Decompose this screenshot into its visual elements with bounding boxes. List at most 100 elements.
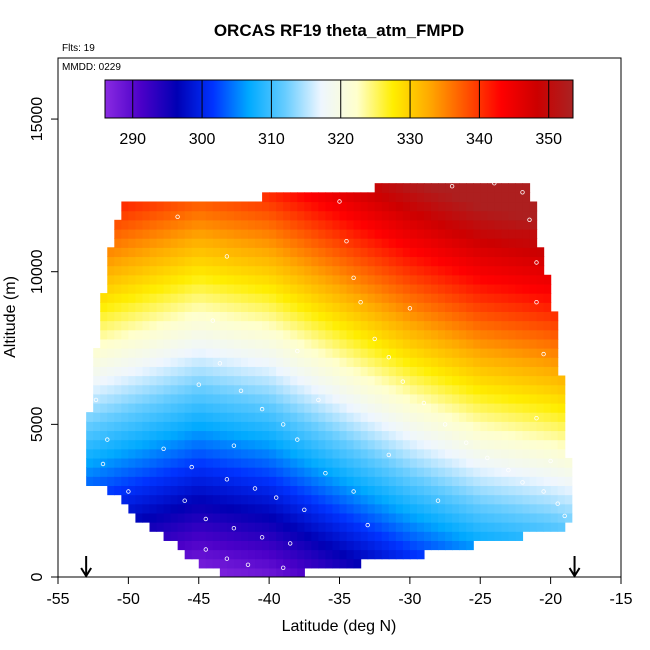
heatmap-cell: [177, 402, 186, 413]
heatmap-cell: [445, 293, 453, 303]
heatmap-cell: [248, 558, 256, 569]
x-tick-label: -20: [539, 591, 562, 608]
heatmap-cell: [255, 302, 263, 312]
heatmap-cell: [255, 531, 263, 541]
heatmap-cell: [332, 210, 341, 221]
heatmap-cell: [290, 558, 298, 569]
heatmap-cell: [487, 311, 495, 322]
heatmap-cell: [107, 457, 115, 468]
heatmap-cell: [262, 247, 270, 258]
heatmap-cell: [205, 485, 214, 496]
flight-marker: [140, 196, 145, 201]
heatmap-cell: [248, 311, 256, 322]
heatmap-cell: [402, 375, 411, 386]
heatmap-cell: [388, 531, 397, 541]
heatmap-cell: [318, 549, 327, 560]
heatmap-cell: [452, 457, 460, 468]
heatmap-cell: [423, 210, 432, 221]
heatmap-cell: [536, 393, 545, 404]
heatmap-cell: [233, 512, 242, 523]
heatmap-cell: [430, 338, 439, 349]
heatmap-cell: [487, 348, 495, 358]
heatmap-cell: [198, 467, 207, 477]
heatmap-cell: [529, 274, 538, 285]
heatmap-cell: [515, 503, 524, 514]
heatmap-cell: [142, 412, 151, 422]
heatmap-cell: [430, 467, 439, 477]
heatmap-cell: [536, 357, 545, 367]
heatmap-cell: [107, 448, 115, 459]
heatmap-cell: [86, 476, 94, 487]
heatmap-cell: [409, 265, 418, 276]
heatmap-cell: [445, 357, 453, 367]
heatmap-cell: [445, 448, 453, 459]
heatmap-cell: [550, 311, 559, 322]
heatmap-cell: [339, 219, 348, 230]
heatmap-cell: [466, 338, 474, 349]
heatmap-cell: [325, 512, 334, 523]
heatmap-cell: [353, 467, 362, 477]
heatmap-cell: [438, 402, 446, 413]
heatmap-cell: [255, 393, 263, 404]
heatmap-cell: [388, 421, 397, 432]
heatmap-cell: [473, 402, 481, 413]
heatmap-cell: [86, 457, 94, 468]
heatmap-cell: [198, 238, 207, 248]
heatmap-cell: [198, 228, 207, 239]
heatmap-cell: [212, 265, 221, 276]
heatmap-cell: [121, 201, 129, 212]
heatmap-cell: [283, 549, 291, 560]
heatmap-cell: [240, 467, 249, 477]
heatmap-cell: [459, 494, 467, 505]
heatmap-cell: [388, 393, 397, 404]
heatmap-cell: [438, 219, 446, 230]
heatmap-cell: [128, 320, 137, 331]
heatmap-cell: [480, 219, 488, 230]
heatmap-cell: [205, 558, 214, 569]
heatmap-cell: [353, 357, 362, 367]
heatmap-cell: [374, 467, 383, 477]
heatmap-cell: [191, 467, 200, 477]
heatmap-cell: [367, 476, 376, 487]
heatmap-cell: [395, 238, 404, 248]
heatmap-cell: [93, 348, 101, 358]
heatmap-cell: [184, 256, 193, 267]
heatmap-cell: [135, 412, 144, 422]
heatmap-cell: [550, 357, 559, 367]
heatmap-cell: [325, 467, 334, 477]
heatmap-cell: [543, 311, 552, 322]
heatmap-cell: [170, 265, 179, 276]
heatmap-cell: [487, 283, 495, 294]
colorbar-gradient: [104, 79, 574, 119]
heatmap-cell: [283, 210, 291, 221]
heatmap-cell: [114, 357, 122, 367]
heatmap-cell: [114, 485, 122, 496]
heatmap-cell: [395, 348, 404, 358]
heatmap-cell: [494, 402, 502, 413]
heatmap-cell: [508, 357, 517, 367]
heatmap-cell: [402, 421, 411, 432]
heatmap-cell: [177, 430, 186, 441]
heatmap-cell: [430, 512, 439, 523]
heatmap-cell: [409, 357, 418, 367]
heatmap-cell: [374, 329, 383, 340]
heatmap-cell: [501, 183, 509, 193]
heatmap-cell: [114, 265, 122, 276]
heatmap-cell: [402, 531, 411, 541]
heatmap-cell: [212, 375, 221, 386]
heatmap-cell: [283, 265, 291, 276]
heatmap-cell: [262, 476, 270, 487]
heatmap-cell: [163, 421, 172, 432]
heatmap-cell: [473, 201, 481, 212]
heatmap-cell: [318, 247, 327, 258]
heatmap-cell: [121, 247, 129, 258]
heatmap-cell: [494, 366, 502, 377]
heatmap-cell: [459, 531, 467, 541]
heatmap-cell: [466, 540, 474, 551]
heatmap-cell: [416, 357, 425, 367]
heatmap-cell: [184, 238, 193, 248]
heatmap-cell: [438, 293, 446, 303]
heatmap-cell: [318, 293, 327, 303]
heatmap-cell: [297, 293, 305, 303]
heatmap-cell: [430, 476, 439, 487]
